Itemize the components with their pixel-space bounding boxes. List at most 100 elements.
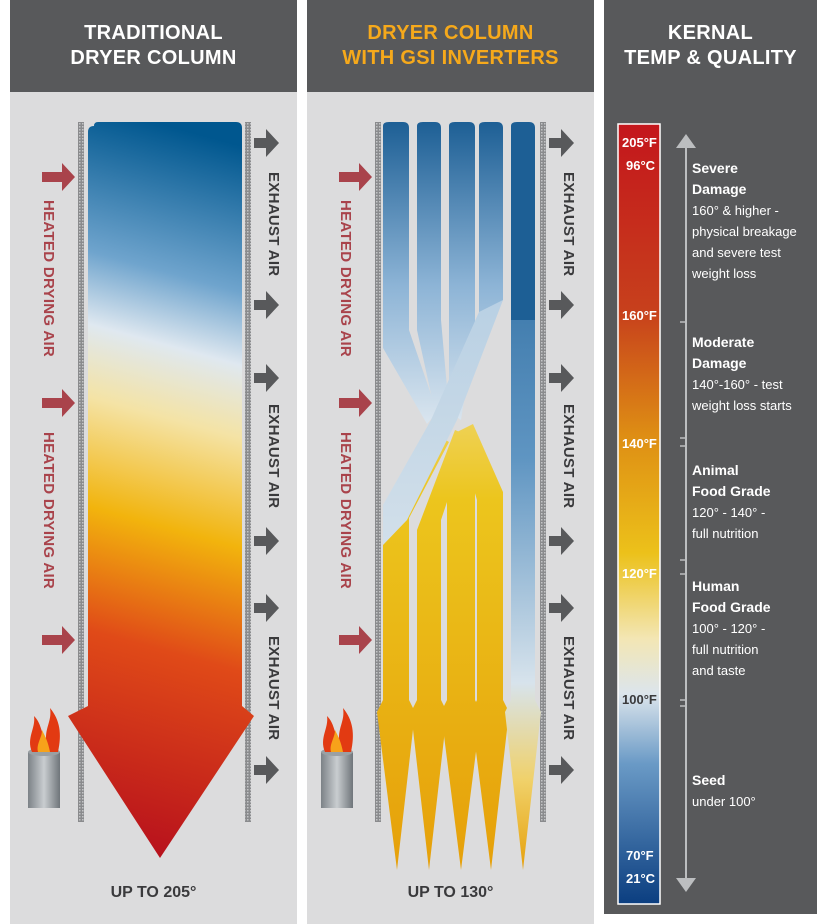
quality-severe: Severe Damage 160° & higher - physical b… xyxy=(692,158,797,284)
scale-140: 140°F xyxy=(622,436,657,451)
channel-lower-2 xyxy=(411,430,469,870)
gsi-left-wall xyxy=(375,122,381,822)
panel-traditional-title-line2: DRYER COLUMN xyxy=(70,47,237,69)
severe-line-4: weight loss xyxy=(692,266,757,281)
channel-lower-1 xyxy=(377,430,449,870)
exhaust-air-label-3: EXHAUST AIR xyxy=(265,636,282,741)
gsi-exhaust-air-label-2: EXHAUST AIR xyxy=(560,404,577,509)
scale-100: 100°F xyxy=(622,692,657,707)
channel-upper-2 xyxy=(417,122,449,412)
moderate-line-1: 140°-160° - test xyxy=(692,377,783,392)
traditional-column-diagram xyxy=(28,122,279,858)
moderate-title-2: Damage xyxy=(692,355,747,371)
human-title-1: Human xyxy=(692,578,740,594)
panel-kernal-title-line2: TEMP & QUALITY xyxy=(624,47,797,69)
panel-traditional-title-line1: TRADITIONAL xyxy=(84,22,223,44)
scale-160: 160°F xyxy=(622,308,657,323)
moderate-title-1: Moderate xyxy=(692,334,755,350)
seed-title: Seed xyxy=(692,772,726,788)
exhaust-arrow-3 xyxy=(254,364,279,392)
scale-120: 120°F xyxy=(622,566,657,581)
exhaust-arrow-6 xyxy=(254,756,279,784)
channel-lower-5 xyxy=(505,300,541,870)
gsi-heated-air-label-2: HEATED DRYING AIR xyxy=(337,432,354,590)
range-brackets xyxy=(680,321,687,707)
channel-lower-4 xyxy=(457,424,509,870)
gsi-crossover-channel xyxy=(383,300,503,545)
gsi-heated-arrow-3 xyxy=(339,626,372,654)
temperature-gradient-bar xyxy=(617,123,661,905)
gsi-exhaust-arrow-2 xyxy=(549,291,574,319)
traditional-grain-column xyxy=(68,122,254,858)
exhaust-air-arrows xyxy=(254,129,279,784)
severe-title-2: Damage xyxy=(692,181,747,197)
channel-lower-3 xyxy=(441,430,481,870)
gsi-burner-flame-icon xyxy=(321,708,353,808)
gsi-heated-air-label-1: HEATED DRYING AIR xyxy=(337,200,354,358)
exhaust-air-label-2: EXHAUST AIR xyxy=(265,404,282,509)
gsi-max-temp: UP TO 130° xyxy=(407,884,494,901)
panel-traditional-header: TRADITIONAL DRYER COLUMN xyxy=(10,0,297,92)
severe-line-1: 160° & higher - xyxy=(692,203,779,218)
channel-upper-5 xyxy=(511,122,535,320)
scale-bottom-f: 70°F xyxy=(626,848,654,863)
bracket-human xyxy=(680,573,687,701)
gsi-exhaust-arrow-1 xyxy=(549,129,574,157)
human-line-3: and taste xyxy=(692,663,746,678)
gsi-exhaust-arrow-6 xyxy=(549,756,574,784)
human-line-2: full nutrition xyxy=(692,642,759,657)
panel-traditional: TRADITIONAL DRYER COLUMN xyxy=(10,0,297,924)
gsi-heated-air-arrows xyxy=(339,163,372,654)
channel-upper-1 xyxy=(383,122,437,424)
panel-gsi: DRYER COLUMN WITH GSI INVERTERS xyxy=(307,0,594,924)
gsi-yellow-channels xyxy=(377,300,541,870)
gsi-exhaust-air-arrows xyxy=(549,129,574,784)
panel-gsi-header: DRYER COLUMN WITH GSI INVERTERS xyxy=(307,0,594,92)
exhaust-arrow-2 xyxy=(254,291,279,319)
heated-arrow-1 xyxy=(42,163,75,191)
panel-kernal: KERNAL TEMP & QUALITY xyxy=(604,0,817,924)
heated-air-label-1: HEATED DRYING AIR xyxy=(40,200,57,358)
gsi-exhaust-air-label-1: EXHAUST AIR xyxy=(560,172,577,277)
seed-line-1: under 100° xyxy=(692,794,756,809)
severe-line-3: and severe test xyxy=(692,245,781,260)
panel-kernal-header: KERNAL TEMP & QUALITY xyxy=(604,0,817,92)
heated-arrow-2 xyxy=(42,389,75,417)
severe-title-1: Severe xyxy=(692,160,738,176)
gsi-blue-channels xyxy=(383,122,535,424)
gsi-right-wall xyxy=(540,122,546,822)
gsi-heated-arrow-1 xyxy=(339,163,372,191)
panel-gsi-title-line2: WITH GSI INVERTERS xyxy=(342,47,559,69)
traditional-max-temp: UP TO 205° xyxy=(110,884,197,901)
gsi-exhaust-air-label-3: EXHAUST AIR xyxy=(560,636,577,741)
scale-top-c: 96°C xyxy=(626,158,656,173)
panel-kernal-title-line1: KERNAL xyxy=(667,22,754,44)
animal-title-1: Animal xyxy=(692,462,739,478)
burner-flame-icon xyxy=(28,708,60,808)
quality-animal: Animal Food Grade 120° - 140° - full nut… xyxy=(692,460,771,544)
moderate-line-2: weight loss starts xyxy=(692,398,792,413)
gsi-column-diagram xyxy=(321,122,574,870)
animal-title-2: Food Grade xyxy=(692,483,771,499)
scale-bottom-c: 21°C xyxy=(626,871,656,886)
human-line-1: 100° - 120° - xyxy=(692,621,766,636)
severe-line-2: physical breakage xyxy=(692,224,797,239)
right-wall-perforated xyxy=(245,122,251,822)
heated-air-label-2: HEATED DRYING AIR xyxy=(40,432,57,590)
temperature-scale xyxy=(617,123,696,905)
bracket-animal xyxy=(680,445,687,561)
left-wall-perforated xyxy=(78,122,84,822)
gsi-exhaust-arrow-4 xyxy=(549,527,574,555)
animal-line-1: 120° - 140° - xyxy=(692,505,766,520)
bracket-moderate xyxy=(680,321,687,439)
quality-human: Human Food Grade 100° - 120° - full nutr… xyxy=(692,576,771,681)
animal-line-2: full nutrition xyxy=(692,526,759,541)
gsi-exhaust-arrow-3 xyxy=(549,364,574,392)
quality-seed: Seed under 100° xyxy=(692,770,756,812)
exhaust-arrow-5 xyxy=(254,594,279,622)
channel-upper-4 xyxy=(479,122,503,320)
exhaust-arrow-1 xyxy=(254,129,279,157)
exhaust-arrow-4 xyxy=(254,527,279,555)
scale-top-f: 205°F xyxy=(622,135,657,150)
quality-moderate: Moderate Damage 140°-160° - test weight … xyxy=(692,332,792,416)
